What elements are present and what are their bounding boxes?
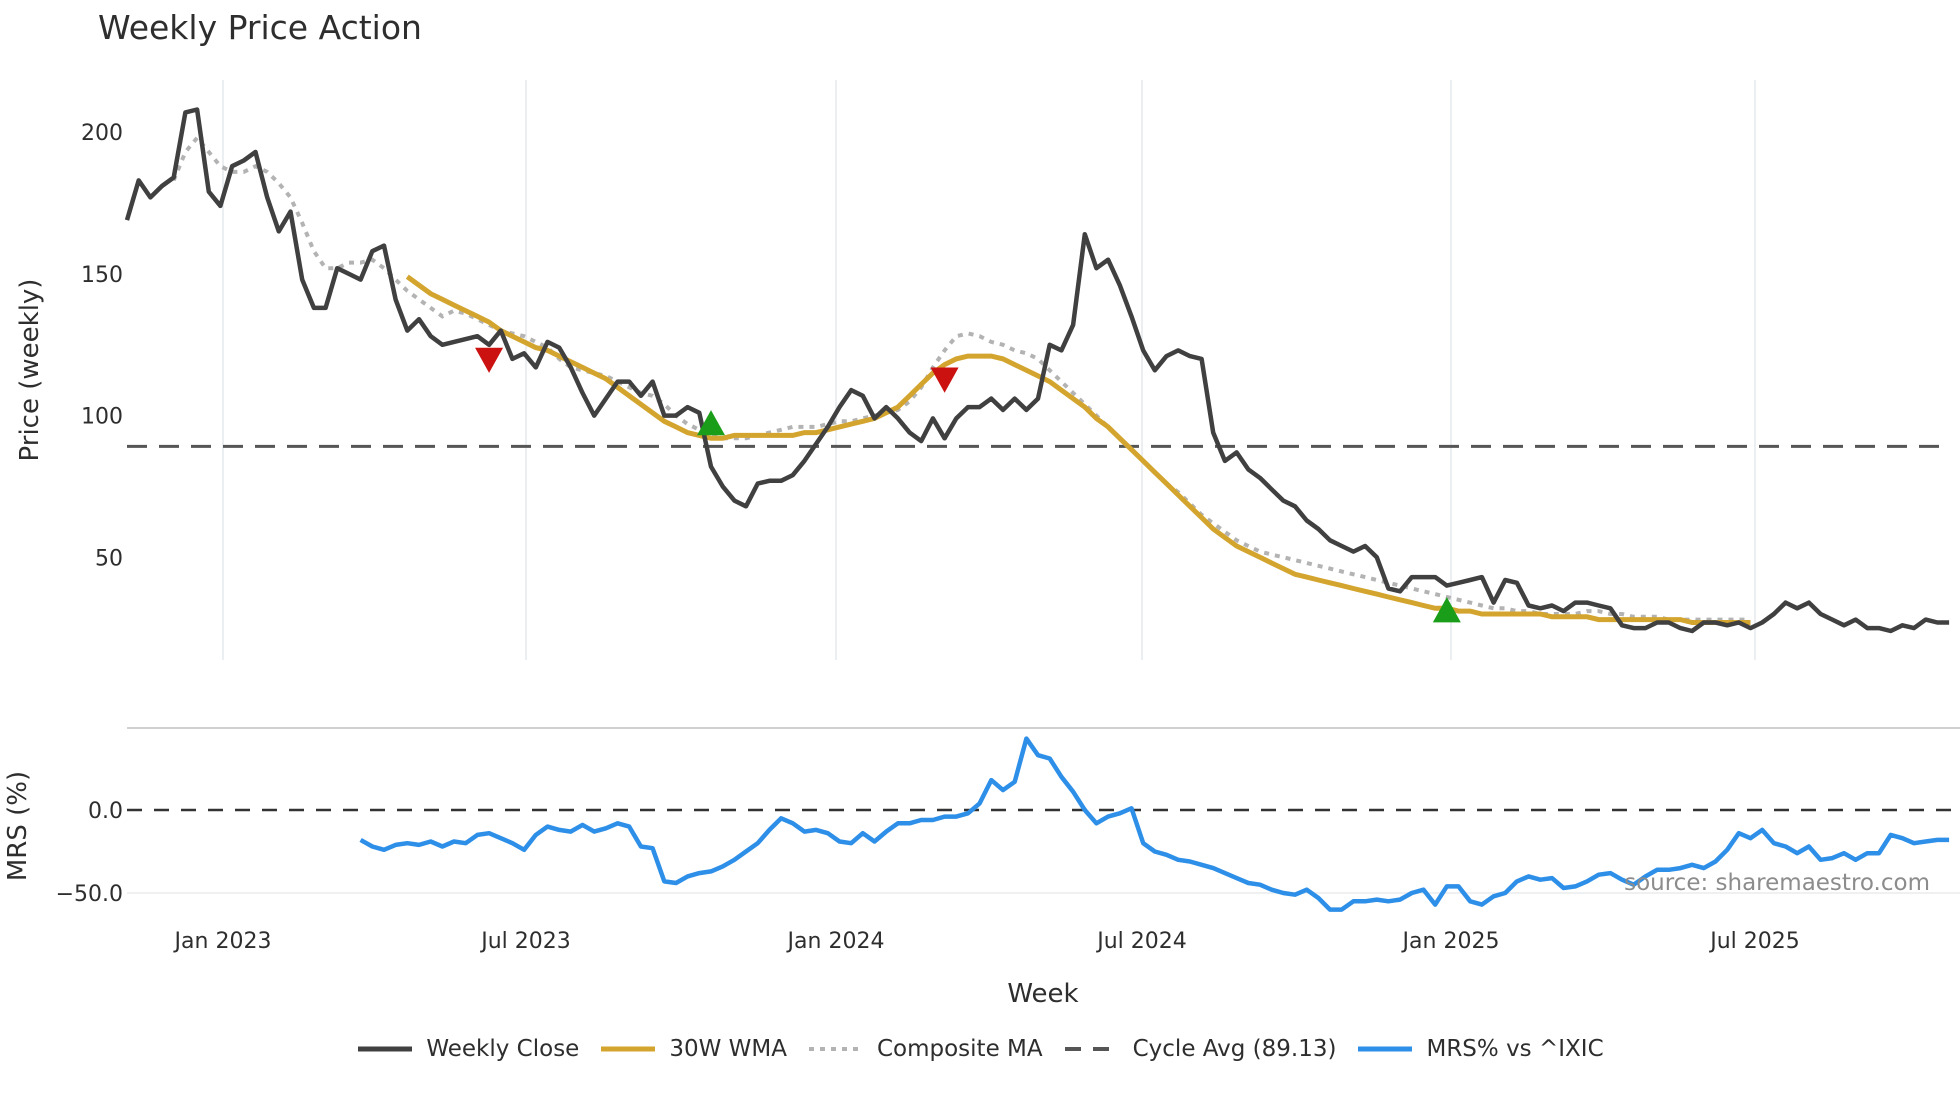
x-axis-ticks: Jan 2023 Jul 2023 Jan 2024 Jul 2024 Jan 2025… bbox=[173, 929, 1800, 954]
source-attribution: source: sharemaestro.com bbox=[1624, 870, 1930, 896]
price-y-axis-label: Price (weekly) bbox=[15, 279, 45, 462]
sell-signal-triangle-down-icon bbox=[475, 347, 504, 373]
legend-item-cycle-avg[interactable]: Cycle Avg (89.13) bbox=[1063, 1036, 1337, 1062]
sell-signal-triangle-down-icon bbox=[930, 367, 959, 393]
x-tick-label: Jul 2023 bbox=[479, 929, 571, 954]
wma-30w-line bbox=[405, 274, 1751, 625]
x-tick-label: Jan 2024 bbox=[786, 929, 885, 954]
legend-item-composite-ma[interactable]: Composite MA bbox=[807, 1036, 1043, 1062]
mrs-tick-minus50: −50.0 bbox=[56, 882, 123, 907]
solid-line-icon bbox=[1358, 1046, 1413, 1052]
legend-label: MRS% vs ^IXIC bbox=[1426, 1036, 1604, 1062]
price-tick-label: 100 bbox=[81, 405, 123, 430]
mrs-line bbox=[359, 736, 1950, 912]
price-tick-label: 50 bbox=[95, 546, 123, 571]
legend-label: 30W WMA bbox=[669, 1036, 787, 1062]
dotted-line-icon bbox=[808, 1047, 863, 1051]
legend: Weekly Close 30W WMA Composite MA Cycle … bbox=[0, 1036, 1960, 1062]
legend-label: Composite MA bbox=[876, 1036, 1043, 1062]
x-tick-label: Jul 2024 bbox=[1095, 929, 1187, 954]
price-tick-label: 200 bbox=[81, 121, 123, 146]
legend-item-weekly-close[interactable]: Weekly Close bbox=[356, 1036, 579, 1062]
buy-signal-triangle-up-icon bbox=[1432, 597, 1461, 623]
composite-ma-line bbox=[171, 134, 1751, 622]
dashed-line-icon bbox=[1064, 1047, 1119, 1051]
buy-signal-triangle-up-icon bbox=[697, 410, 725, 436]
price-tick-label: 150 bbox=[81, 263, 123, 288]
mrs-tick-0: 0.0 bbox=[88, 799, 123, 824]
x-tick-label: Jan 2025 bbox=[1401, 929, 1500, 954]
mrs-y-axis-label: MRS (%) bbox=[3, 771, 33, 881]
legend-item-30w-wma[interactable]: 30W WMA bbox=[599, 1036, 787, 1062]
x-axis-label: Week bbox=[1007, 979, 1078, 1009]
solid-line-icon bbox=[358, 1046, 413, 1052]
solid-line-icon bbox=[601, 1046, 656, 1052]
legend-label: Weekly Close bbox=[426, 1036, 580, 1062]
legend-item-mrs[interactable]: MRS% vs ^IXIC bbox=[1356, 1036, 1604, 1062]
chart-title: Weekly Price Action bbox=[98, 8, 422, 47]
price-y-axis: 50 100 150 200 bbox=[81, 121, 123, 571]
legend-label: Cycle Avg (89.13) bbox=[1132, 1036, 1337, 1062]
weekly-close-line bbox=[124, 107, 1950, 634]
x-tick-label: Jan 2023 bbox=[173, 929, 272, 954]
gridlines bbox=[222, 80, 1756, 660]
signal-markers bbox=[475, 347, 1461, 623]
x-tick-label: Jul 2025 bbox=[1708, 929, 1800, 954]
